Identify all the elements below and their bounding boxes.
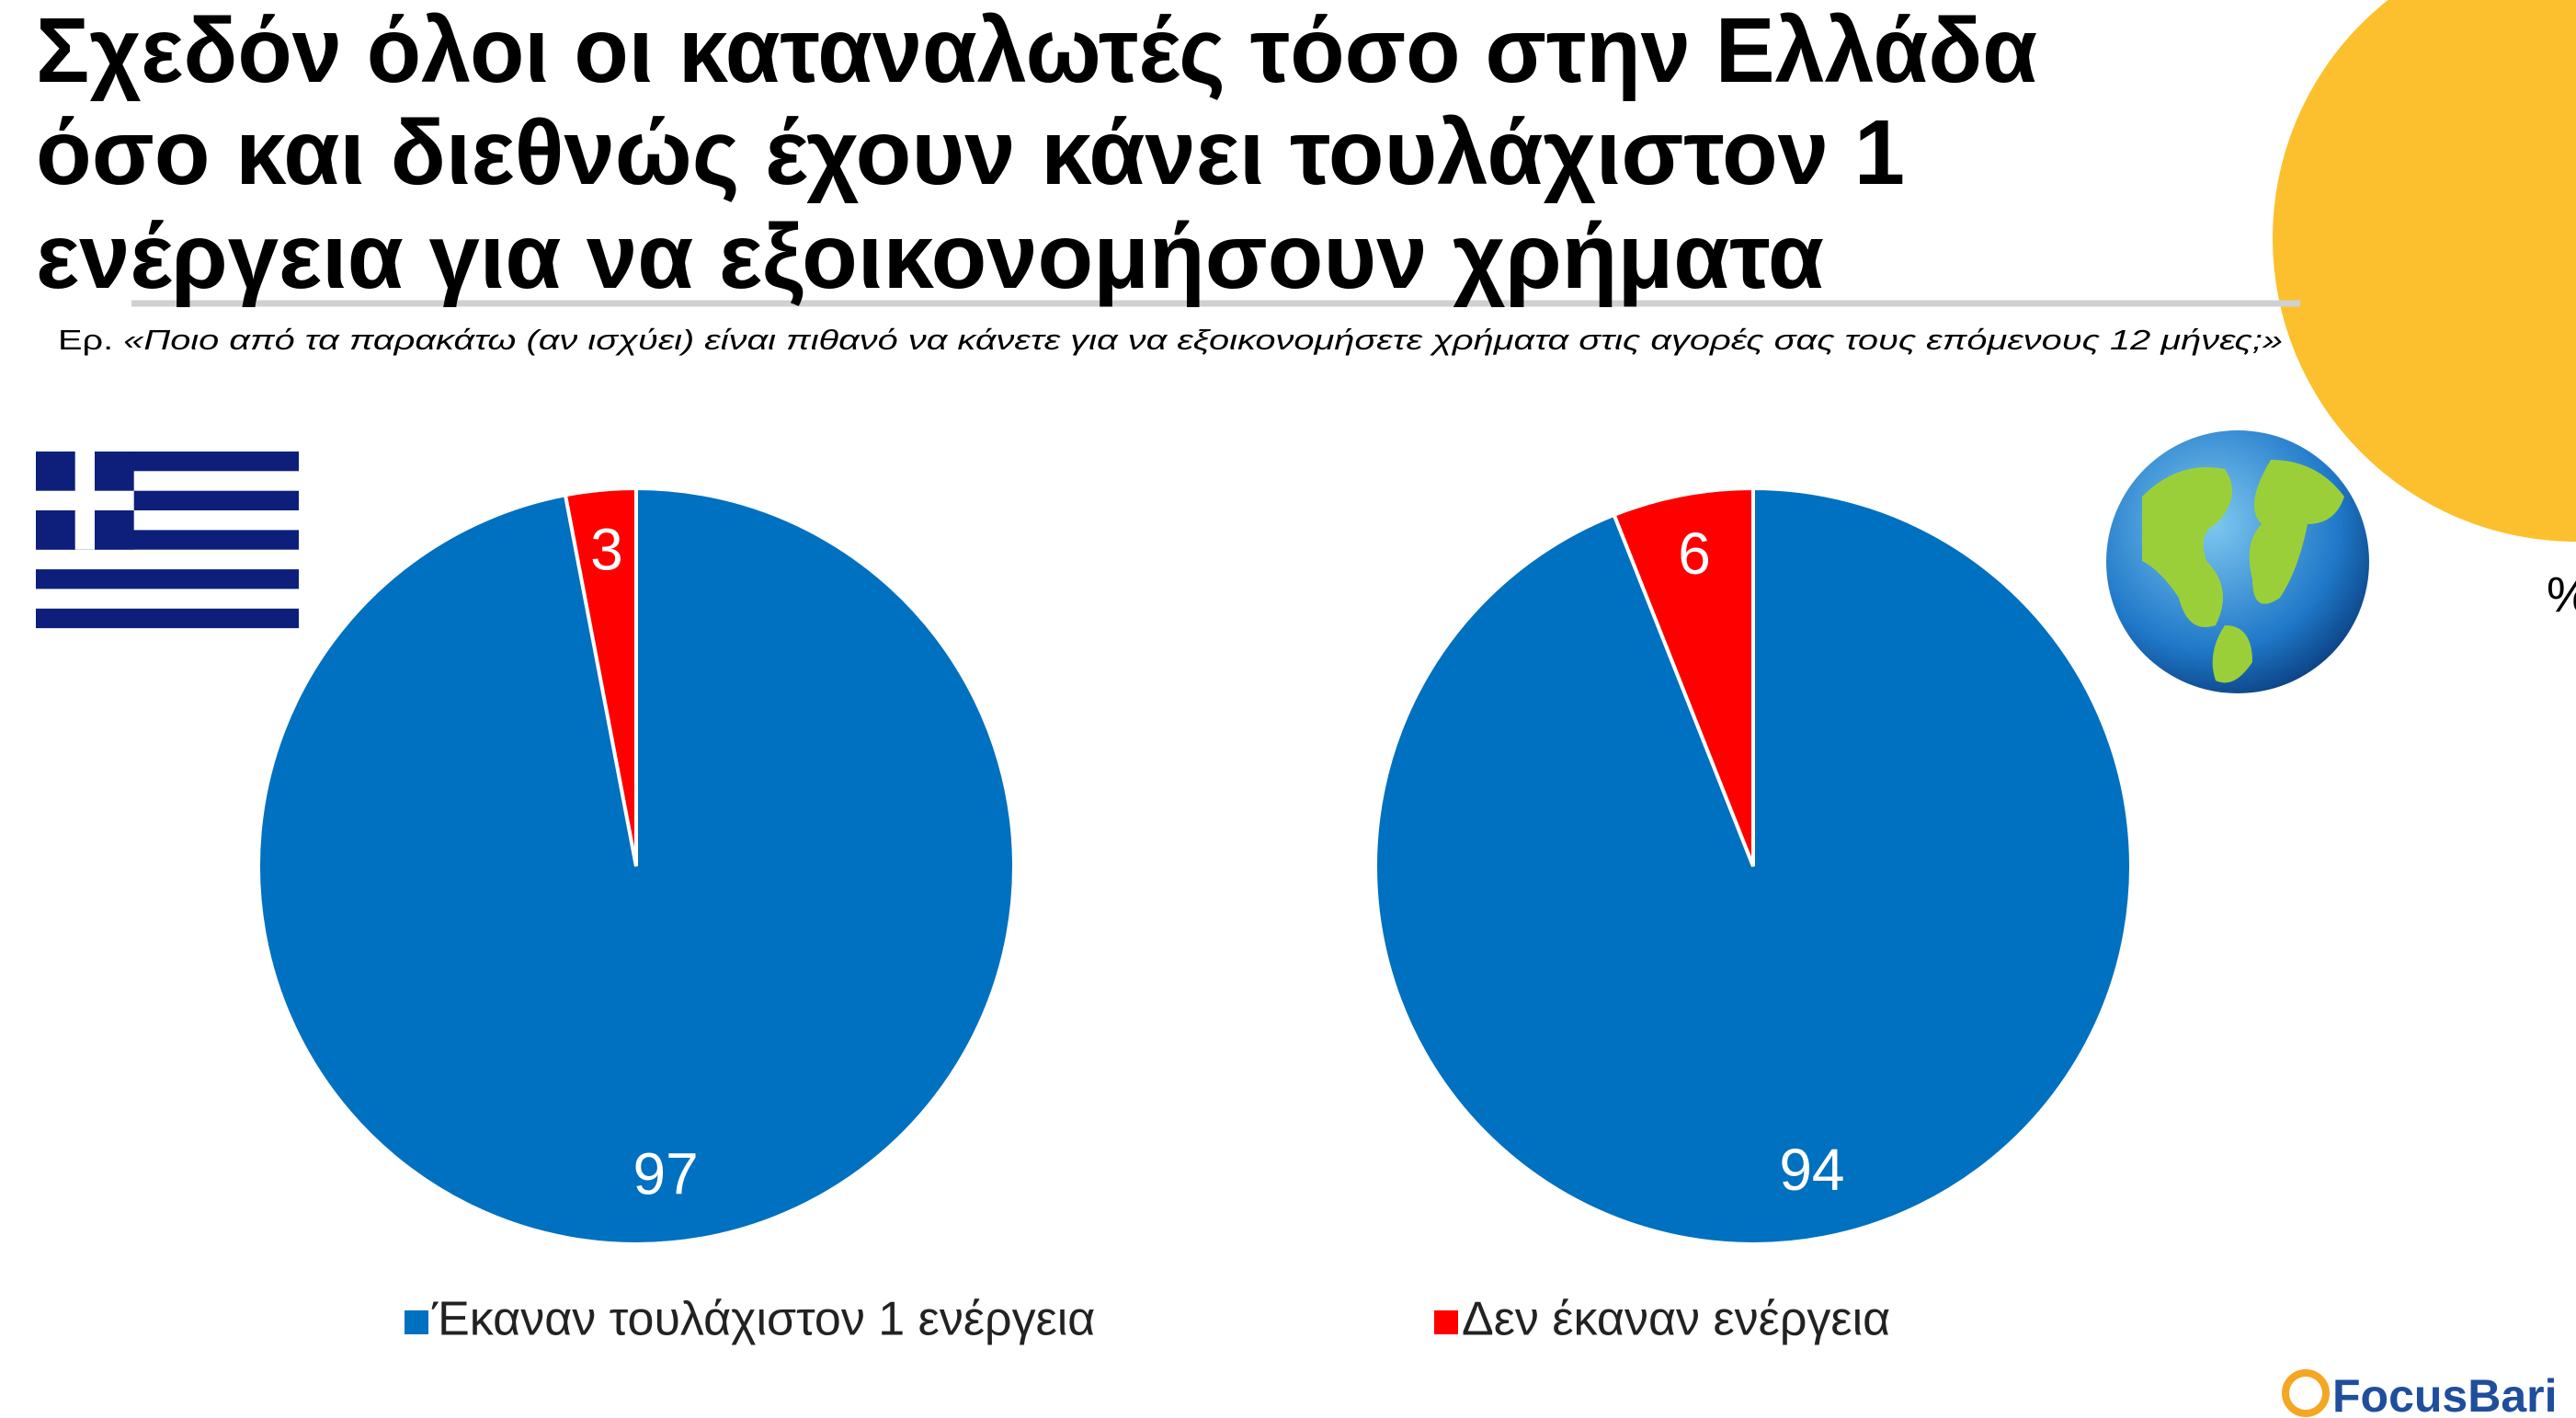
slice-label: 3 — [590, 516, 623, 582]
slice-label: 6 — [1678, 520, 1711, 587]
title-line: όσο και διεθνώς έχουν κάνει τουλάχιστον … — [36, 101, 1905, 204]
decor-circle — [2273, 0, 2576, 542]
legend-swatch — [1434, 1310, 1458, 1334]
title-line: Σχεδόν όλοι οι καταναλωτές τόσο στην Ελλ… — [36, 0, 2037, 102]
slice-label: 94 — [1779, 1137, 1844, 1203]
legend-label: Έκαναν τουλάχιστον 1 ενέργεια — [431, 1293, 1095, 1346]
pie-slice — [1612, 486, 1755, 867]
title-line: ενέργεια για να εξοικονομήσουν χρήματα — [36, 205, 1824, 308]
slice-label: 97 — [633, 1141, 699, 1207]
legend-swatch — [405, 1310, 428, 1334]
logo-text: FocusBari — [2332, 1370, 2558, 1418]
pie-slice — [563, 486, 638, 867]
unit-label: % — [2547, 567, 2576, 623]
charts: 97 3 94 6 — [256, 486, 2133, 1246]
legend-label: Δεν έκαναν ενέργεια — [1462, 1293, 1890, 1346]
globe-icon — [2106, 430, 2369, 693]
question-prefix: Ερ. — [58, 324, 113, 356]
greek-flag — [36, 452, 299, 629]
logo: FocusBari — [2282, 1369, 2558, 1418]
question-text: «Ποιο από τα παρακάτω (αν ισχύει) είναι … — [123, 324, 2283, 356]
question: Ερ. «Ποιο από τα παρακάτω (αν ισχύει) εί… — [58, 324, 2283, 356]
legend: Έκαναν τουλάχιστον 1 ενέργεια Δεν έκαναν … — [405, 1293, 1890, 1346]
